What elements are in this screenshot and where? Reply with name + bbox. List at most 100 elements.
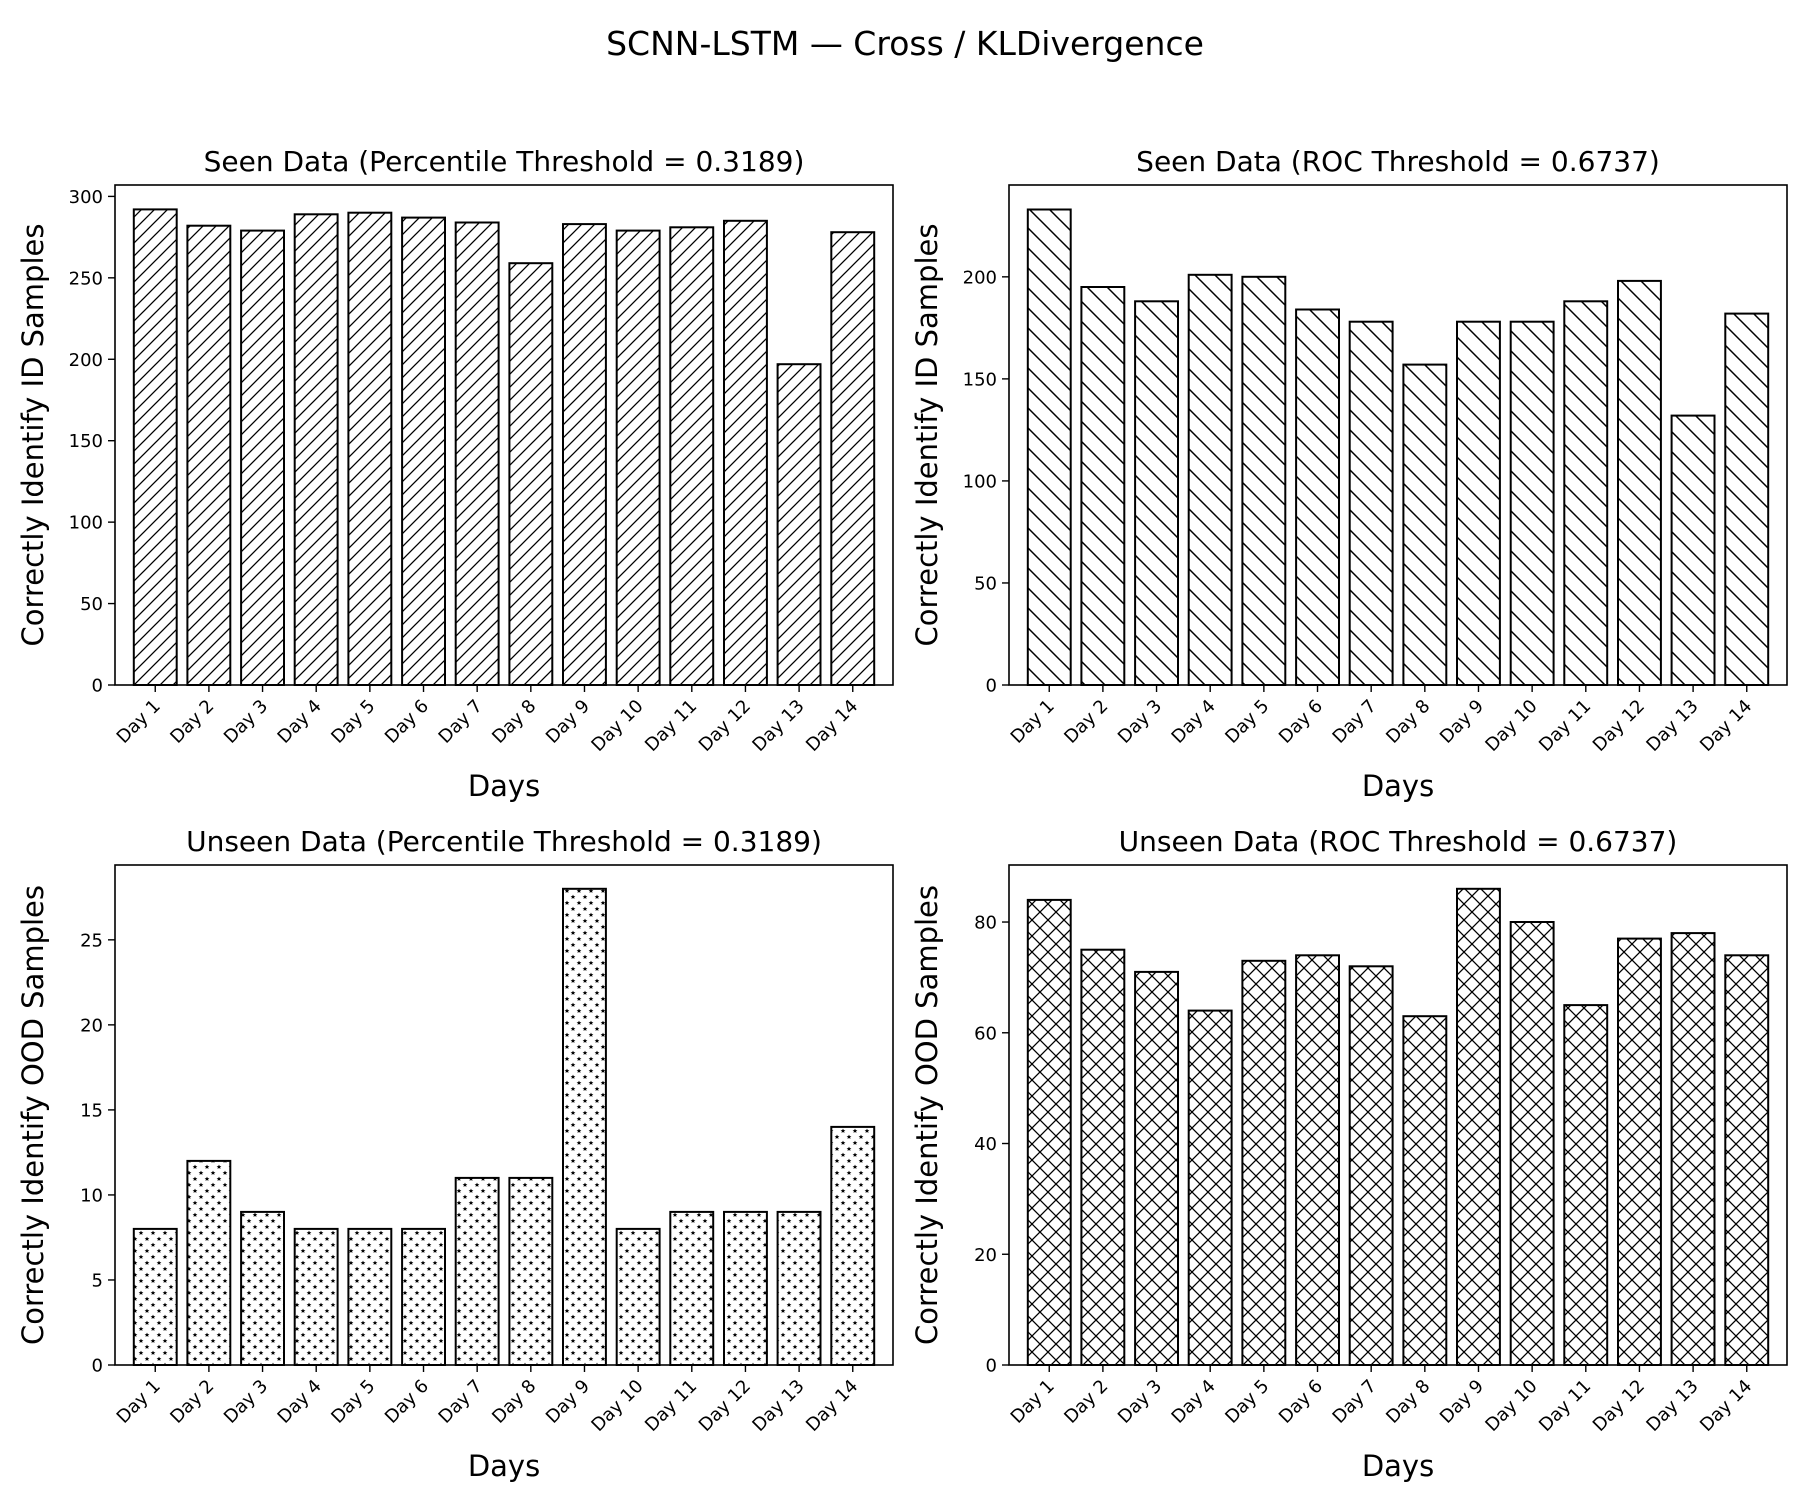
bar-day-11 (669, 226, 715, 687)
y-tick-label: 200 (69, 350, 103, 371)
axes-frame (1008, 864, 1788, 1366)
panel-title: Seen Data (Percentile Threshold = 0.3189… (204, 145, 805, 178)
bar-day-8 (508, 262, 554, 686)
y-tick-label: 150 (69, 431, 103, 452)
figure-title: SCNN-LSTM — Cross / KLDivergence (606, 24, 1204, 63)
x-axis-label: Days (1362, 1449, 1434, 1483)
x-tick-label: Day 3 (220, 1376, 272, 1428)
x-tick-label: Day 13 (1642, 1376, 1702, 1436)
bar-day-7 (1348, 965, 1394, 1366)
bar-day-14 (830, 1125, 876, 1367)
x-tick-label: Day 10 (1481, 696, 1541, 756)
x-tick-label: Day 4 (274, 696, 326, 748)
y-tick-label: 40 (974, 1134, 997, 1155)
bar-day-1 (1026, 208, 1072, 686)
bar-day-3 (240, 1210, 286, 1367)
x-tick-label: Day 4 (1168, 1376, 1220, 1428)
bar-day-6 (401, 216, 447, 686)
x-tick-label: Day 11 (641, 696, 701, 756)
x-tick-label: Day 3 (1114, 696, 1166, 748)
x-tick-label: Day 2 (166, 696, 218, 748)
bar-day-1 (132, 1227, 178, 1367)
bar-day-10 (615, 1227, 661, 1367)
y-tick-label: 50 (80, 594, 103, 615)
bar-day-4 (1187, 273, 1233, 686)
x-tick-label: Day 1 (113, 696, 165, 748)
bar-day-3 (1134, 970, 1179, 1367)
x-axis-label: Days (1362, 769, 1434, 803)
x-tick-label: Day 10 (587, 1376, 647, 1436)
bar-day-10 (615, 229, 661, 686)
y-tick-label: 50 (974, 573, 997, 594)
x-tick-label: Day 14 (1696, 1376, 1756, 1436)
bar-day-5 (347, 1227, 393, 1367)
x-tick-label: Day 13 (748, 1376, 808, 1436)
x-tick-label: Day 2 (1060, 1376, 1112, 1428)
bar-day-13 (1670, 932, 1716, 1366)
x-tick-label: Day 11 (1535, 696, 1595, 756)
x-tick-label: Day 5 (327, 1376, 379, 1428)
y-tick-label: 60 (974, 1023, 997, 1044)
bar-day-9 (562, 887, 607, 1366)
bar-day-14 (830, 231, 876, 686)
chart-panel-3: 0 5 10 15 20 25 Day 1 Day 2 Day 3 Day 4 Day 5 Day 6… (16, 825, 894, 1483)
x-tick-label: Day 4 (274, 1376, 326, 1428)
x-tick-label: Day 14 (1696, 696, 1756, 756)
x-tick-label: Day 3 (220, 696, 272, 748)
bar-day-11 (669, 1210, 715, 1367)
x-tick-label: Day 7 (435, 1376, 487, 1428)
x-tick-label: Day 1 (1007, 696, 1059, 748)
x-tick-label: Day 9 (1436, 1376, 1488, 1428)
y-tick-label: 300 (69, 187, 103, 208)
y-tick-label: 0 (986, 676, 997, 697)
panel-title: Seen Data (ROC Threshold = 0.6737) (1136, 145, 1660, 178)
bar-day-9 (1456, 887, 1501, 1366)
panel-title: Unseen Data (ROC Threshold = 0.6737) (1119, 825, 1678, 858)
bar-day-13 (776, 363, 822, 686)
bar-day-8 (508, 1176, 554, 1367)
x-axis-label: Days (468, 769, 540, 803)
x-tick-label: Day 12 (695, 1376, 755, 1436)
x-tick-label: Day 9 (542, 696, 594, 748)
x-tick-label: Day 12 (695, 696, 755, 756)
axes-frame (114, 184, 894, 686)
bar-day-5 (1241, 275, 1287, 686)
x-tick-label: Day 13 (748, 696, 808, 756)
y-tick-label: 15 (80, 1100, 103, 1121)
bar-day-10 (1509, 320, 1555, 686)
bar-day-7 (454, 1176, 500, 1367)
bar-day-6 (1295, 308, 1340, 686)
bar-day-13 (1670, 414, 1716, 686)
y-tick-label: 10 (80, 1185, 103, 1206)
x-tick-label: Day 3 (1114, 1376, 1166, 1428)
y-tick-label: 250 (69, 268, 103, 289)
bar-day-10 (1509, 921, 1555, 1366)
bar-day-7 (454, 221, 500, 686)
bar-day-12 (723, 219, 768, 687)
bar-day-1 (132, 208, 178, 686)
bar-day-3 (240, 229, 286, 686)
y-tick-label: 0 (986, 1356, 997, 1377)
y-tick-label: 100 (963, 471, 997, 492)
x-tick-label: Day 7 (1329, 696, 1381, 748)
bar-day-7 (1348, 320, 1394, 686)
bar-day-2 (186, 224, 232, 686)
x-axis-label: Days (468, 1449, 540, 1483)
x-tick-label: Day 7 (1329, 1376, 1381, 1428)
x-tick-label: Day 4 (1168, 696, 1220, 748)
bar-day-9 (1456, 320, 1501, 686)
bar-day-2 (1080, 948, 1126, 1366)
bar-day-6 (1295, 954, 1340, 1366)
x-tick-label: Day 11 (641, 1376, 701, 1436)
y-axis-label: Correctly Identify ID Samples (910, 224, 944, 647)
y-tick-label: 0 (92, 676, 103, 697)
y-tick-label: 80 (974, 913, 997, 934)
x-tick-label: Day 8 (488, 1376, 540, 1428)
x-tick-label: Day 9 (542, 1376, 594, 1428)
y-tick-label: 0 (92, 1356, 103, 1377)
bar-day-5 (347, 211, 393, 686)
x-tick-label: Day 5 (1221, 696, 1273, 748)
x-tick-label: Day 6 (1275, 696, 1327, 748)
y-axis-label: Correctly Identify OOD Samples (16, 885, 50, 1345)
